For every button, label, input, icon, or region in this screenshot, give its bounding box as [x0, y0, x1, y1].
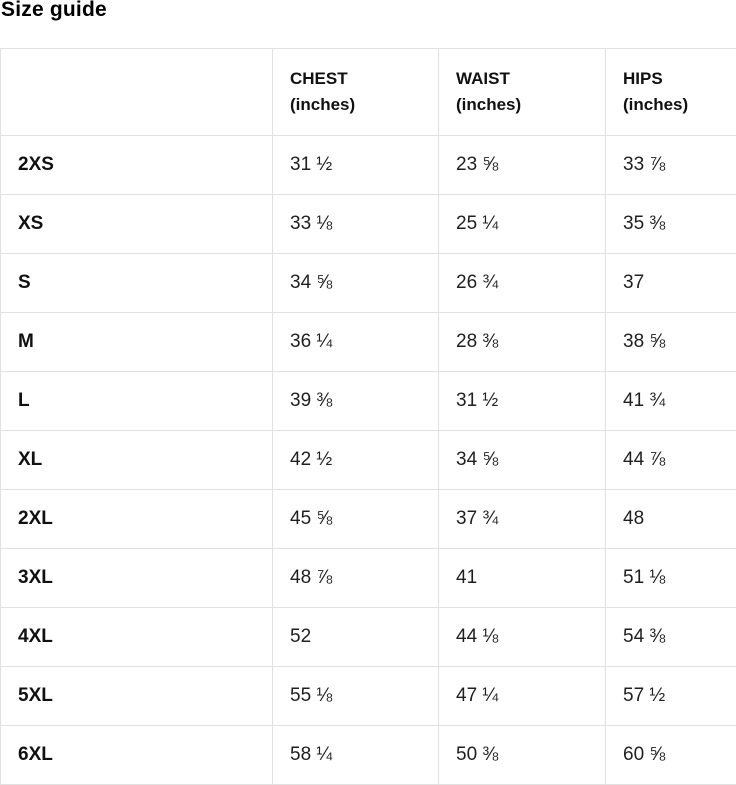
column-header-label: WAIST — [456, 69, 510, 88]
hips-value: 41 ¾ — [605, 371, 736, 431]
chest-value: 45 ⅝ — [272, 489, 439, 549]
size-label: 4XL — [0, 607, 273, 667]
column-header-unit: (inches) — [290, 95, 356, 114]
table-row-xl: XL 42 ½ 34 ⅝ 44 ⅞ — [0, 430, 736, 490]
waist-value: 31 ½ — [438, 371, 606, 431]
hips-value: 35 ⅜ — [605, 194, 736, 254]
waist-value: 23 ⅝ — [438, 135, 606, 195]
column-header-hips: HIPS (inches) — [605, 48, 736, 136]
size-label: XL — [0, 430, 273, 490]
size-label: 2XS — [0, 135, 273, 195]
hips-value: 33 ⅞ — [605, 135, 736, 195]
chest-value: 36 ¼ — [272, 312, 439, 372]
table-row-s: S 34 ⅝ 26 ¾ 37 — [0, 253, 736, 313]
size-label: XS — [0, 194, 273, 254]
column-header-label: HIPS — [623, 69, 663, 88]
size-guide-table: CHEST (inches) WAIST (inches) HIPS (inch… — [0, 48, 736, 785]
table-row-xs: XS 33 ⅛ 25 ¼ 35 ⅜ — [0, 194, 736, 254]
chest-value: 31 ½ — [272, 135, 439, 195]
page-title: Size guide — [1, 0, 107, 21]
column-header-chest: CHEST (inches) — [272, 48, 439, 136]
chest-value: 55 ⅛ — [272, 666, 439, 726]
table-row-6xl: 6XL 58 ¼ 50 ⅜ 60 ⅝ — [0, 725, 736, 785]
chest-value: 42 ½ — [272, 430, 439, 490]
size-label: 3XL — [0, 548, 273, 608]
waist-value: 34 ⅝ — [438, 430, 606, 490]
size-label: 5XL — [0, 666, 273, 726]
chest-value: 39 ⅜ — [272, 371, 439, 431]
column-header-waist: WAIST (inches) — [438, 48, 606, 136]
waist-value: 47 ¼ — [438, 666, 606, 726]
table-row-m: M 36 ¼ 28 ⅜ 38 ⅝ — [0, 312, 736, 372]
table-row-3xl: 3XL 48 ⅞ 41 51 ⅛ — [0, 548, 736, 608]
chest-value: 58 ¼ — [272, 725, 439, 785]
size-label: 2XL — [0, 489, 273, 549]
table-row-l: L 39 ⅜ 31 ½ 41 ¾ — [0, 371, 736, 431]
column-header-label: CHEST — [290, 69, 348, 88]
table-row-2xl: 2XL 45 ⅝ 37 ¾ 48 — [0, 489, 736, 549]
header-row: CHEST (inches) WAIST (inches) HIPS (inch… — [0, 48, 736, 136]
waist-value: 37 ¾ — [438, 489, 606, 549]
waist-value: 25 ¼ — [438, 194, 606, 254]
waist-value: 41 — [438, 548, 606, 608]
table-row-5xl: 5XL 55 ⅛ 47 ¼ 57 ½ — [0, 666, 736, 726]
table-row-2xs: 2XS 31 ½ 23 ⅝ 33 ⅞ — [0, 135, 736, 195]
chest-value: 34 ⅝ — [272, 253, 439, 313]
table-body: 2XS 31 ½ 23 ⅝ 33 ⅞ XS 33 ⅛ 25 ¼ 35 ⅜ S 3… — [0, 135, 736, 785]
hips-value: 48 — [605, 489, 736, 549]
waist-value: 50 ⅜ — [438, 725, 606, 785]
size-label: 6XL — [0, 725, 273, 785]
chest-value: 48 ⅞ — [272, 548, 439, 608]
waist-value: 26 ¾ — [438, 253, 606, 313]
hips-value: 57 ½ — [605, 666, 736, 726]
table-header: CHEST (inches) WAIST (inches) HIPS (inch… — [0, 48, 736, 136]
table-row-4xl: 4XL 52 44 ⅛ 54 ⅜ — [0, 607, 736, 667]
column-header-unit: (inches) — [456, 95, 522, 114]
waist-value: 44 ⅛ — [438, 607, 606, 667]
column-header-size — [0, 48, 273, 136]
hips-value: 37 — [605, 253, 736, 313]
hips-value: 51 ⅛ — [605, 548, 736, 608]
hips-value: 60 ⅝ — [605, 725, 736, 785]
size-label: M — [0, 312, 273, 372]
chest-value: 33 ⅛ — [272, 194, 439, 254]
size-label: S — [0, 253, 273, 313]
waist-value: 28 ⅜ — [438, 312, 606, 372]
column-header-unit: (inches) — [623, 95, 689, 114]
hips-value: 44 ⅞ — [605, 430, 736, 490]
hips-value: 38 ⅝ — [605, 312, 736, 372]
chest-value: 52 — [272, 607, 439, 667]
hips-value: 54 ⅜ — [605, 607, 736, 667]
size-label: L — [0, 371, 273, 431]
